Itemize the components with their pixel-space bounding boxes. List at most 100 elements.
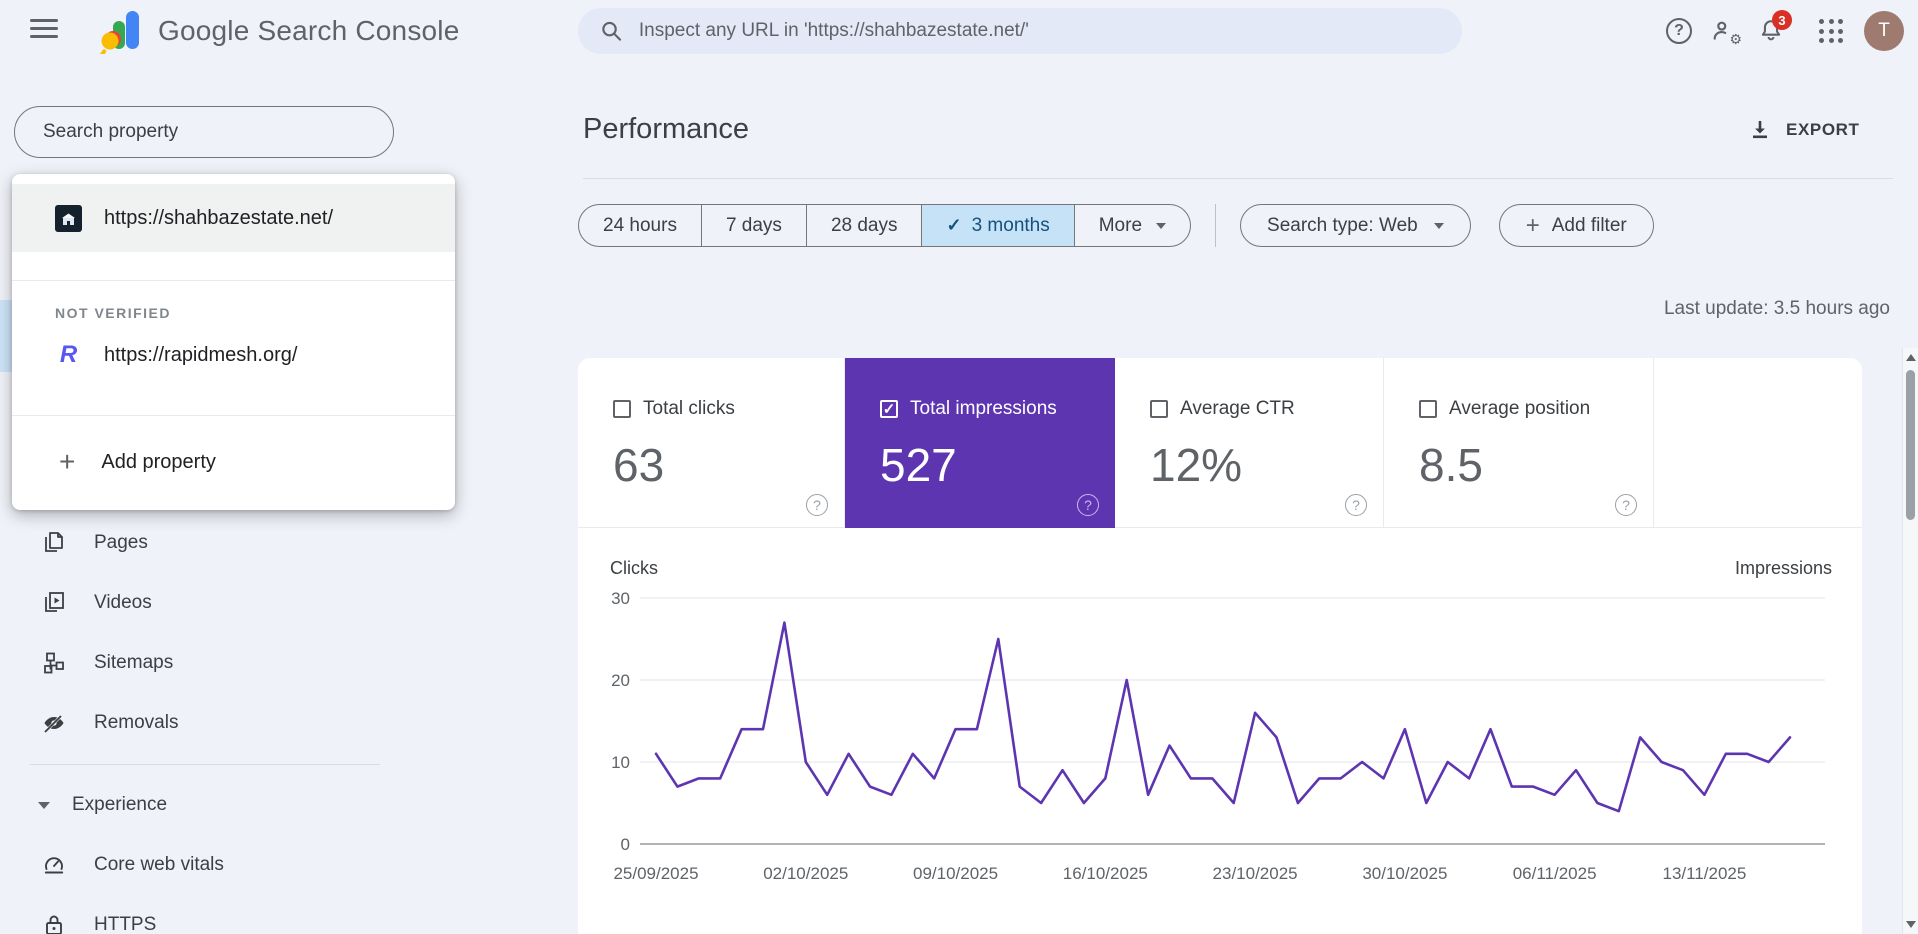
help-button[interactable]: ? [1656,8,1702,54]
user-settings-button[interactable]: ⚙ [1702,8,1748,54]
removals-eye-off-icon [42,711,66,735]
checkbox-unchecked-icon[interactable] [1419,400,1437,418]
hamburger-menu-icon[interactable] [30,19,58,41]
metric-row: Total clicks 63 ? ✓ Total impressions 52… [578,358,1862,528]
checkbox-unchecked-icon[interactable] [613,400,631,418]
help-icon[interactable]: ? [806,494,828,516]
svg-text:23/10/2025: 23/10/2025 [1213,864,1298,883]
check-icon: ✓ [946,215,961,236]
plus-icon: + [1526,214,1540,238]
checkbox-unchecked-icon[interactable] [1150,400,1168,418]
sidebar-divider [30,764,380,765]
impressions-line-chart: 30 20 10 0 25/09/2025 02/10/2025 09/10/2025 16/… [590,583,1850,923]
svg-text:06/11/2025: 06/11/2025 [1513,864,1597,883]
property-item-unverified[interactable]: R https://rapidmesh.org/ [12,329,455,381]
sidebar-section-experience[interactable]: Experience [0,775,395,835]
export-button[interactable]: EXPORT [1748,118,1860,142]
svg-text:16/10/2025: 16/10/2025 [1063,864,1148,883]
add-filter-button[interactable]: + Add filter [1499,204,1654,247]
last-update-text: Last update: 3.5 hours ago [1290,298,1890,320]
scroll-up-icon[interactable] [1906,354,1916,361]
avatar[interactable]: T [1864,11,1904,51]
help-icon[interactable]: ? [1345,494,1367,516]
sidebar-item-pages[interactable]: Pages [0,513,395,573]
sidebar-selected-highlight [0,300,12,372]
metric-value: 527 [880,438,1115,492]
property-item-current[interactable]: https://shahbazestate.net/ [12,184,455,252]
title-divider [583,178,1893,179]
scrollbar-thumb[interactable] [1906,370,1915,520]
checkbox-checked-icon[interactable]: ✓ [880,400,898,418]
download-icon [1748,118,1772,142]
add-property-button[interactable]: + Add property [12,430,455,494]
left-axis-label: Clicks [610,558,658,579]
metric-average-ctr[interactable]: Average CTR 12% ? [1115,358,1384,528]
rapidmesh-favicon-icon: R [55,342,82,369]
chevron-down-icon [38,802,50,809]
sidebar-item-videos[interactable]: Videos [0,573,395,633]
sidebar-item-core-web-vitals[interactable]: Core web vitals [0,835,395,895]
property-url: https://shahbazestate.net/ [104,207,333,230]
svg-text:02/10/2025: 02/10/2025 [763,864,848,883]
url-inspect-input[interactable] [639,20,1440,42]
filter-more-dropdown[interactable]: More [1075,205,1190,246]
sidebar-item-https[interactable]: HTTPS [0,895,395,934]
metric-total-clicks[interactable]: Total clicks 63 ? [578,358,845,528]
app-title: Google Search Console [158,15,460,47]
notification-badge: 3 [1772,10,1792,30]
filter-separator [1215,204,1216,247]
app-logo[interactable]: Google Search Console [98,8,460,54]
pages-icon [42,531,66,555]
apps-grid-icon [1819,19,1843,43]
svg-text:25/09/2025: 25/09/2025 [613,864,698,883]
page-title: Performance [583,113,749,146]
sidebar-item-sitemaps[interactable]: Sitemaps [0,633,395,693]
sitemaps-icon [42,651,66,675]
metric-total-impressions[interactable]: ✓ Total impressions 527 ? [845,358,1115,528]
gear-icon: ⚙ [1729,31,1742,48]
sidebar-item-removals[interactable]: Removals [0,693,395,753]
svg-text:13/11/2025: 13/11/2025 [1663,864,1747,883]
property-dropdown: https://shahbazestate.net/ NOT VERIFIED … [12,174,455,510]
svg-text:30/10/2025: 30/10/2025 [1362,864,1447,883]
top-header: Google Search Console ? ⚙ 3 [0,0,1918,62]
notifications-button[interactable]: 3 [1748,8,1794,54]
help-icon: ? [1666,18,1692,44]
svg-text:10: 10 [611,753,630,772]
filter-24-hours[interactable]: 24 hours [579,205,702,246]
metric-empty-area [1654,358,1862,528]
metric-value: 12% [1150,438,1383,492]
property-url: https://rapidmesh.org/ [104,344,297,367]
help-icon[interactable]: ? [1077,494,1099,516]
vertical-scrollbar[interactable] [1902,348,1918,934]
shahbazestate-favicon-icon [55,205,82,232]
svg-text:30: 30 [611,589,630,608]
right-axis-label: Impressions [1735,558,1832,579]
search-type-dropdown[interactable]: Search type: Web [1240,204,1471,247]
not-verified-label: NOT VERIFIED [12,281,455,329]
metric-value: 8.5 [1419,438,1653,492]
svg-text:20: 20 [611,671,630,690]
help-icon[interactable]: ? [1615,494,1637,516]
date-range-filter-group: 24 hours 7 days 28 days ✓ 3 months More [578,204,1191,247]
url-inspect-searchbar[interactable] [578,8,1462,54]
svg-text:0: 0 [621,835,630,854]
search-console-logo-icon [98,8,144,54]
metric-value: 63 [613,438,844,492]
search-icon [600,19,623,43]
videos-icon [42,591,66,615]
search-property-box[interactable] [14,106,394,158]
metric-average-position[interactable]: Average position 8.5 ? [1384,358,1654,528]
speedometer-icon [42,853,66,877]
performance-panel: Total clicks 63 ? ✓ Total impressions 52… [578,358,1862,934]
filter-3-months[interactable]: ✓ 3 months [922,205,1074,246]
dropdown-divider [12,415,455,416]
scroll-down-icon[interactable] [1906,921,1916,928]
filter-7-days[interactable]: 7 days [702,205,807,246]
lock-icon [42,913,66,934]
filter-28-days[interactable]: 28 days [807,205,923,246]
svg-text:09/10/2025: 09/10/2025 [913,864,998,883]
google-apps-button[interactable] [1808,8,1854,54]
chevron-down-icon [1434,223,1444,229]
search-property-input[interactable] [43,121,365,143]
